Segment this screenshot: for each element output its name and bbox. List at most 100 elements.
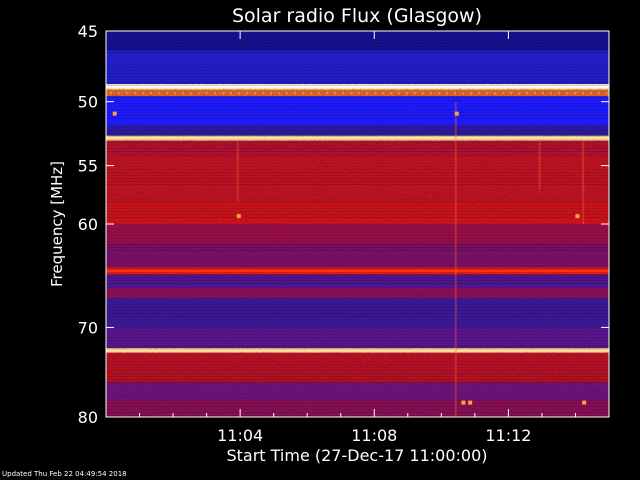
emission-line <box>106 269 609 272</box>
x-axis: 11:04 11:08 11:12 <box>139 31 576 445</box>
interference-dot <box>222 92 224 95</box>
striation <box>106 139 609 140</box>
y-tick-label: 50 <box>78 93 98 112</box>
interference-dot <box>262 92 264 95</box>
striation <box>106 103 609 104</box>
interference-dot <box>478 92 480 95</box>
y-tick-label: 55 <box>78 157 98 176</box>
interference-dot <box>254 92 256 95</box>
bright-spot <box>575 214 580 219</box>
bright-spot <box>468 400 473 405</box>
interference-dot <box>510 92 512 95</box>
interference-dot <box>206 92 208 95</box>
interference-dot <box>550 92 552 95</box>
striation <box>106 178 609 179</box>
striation <box>106 115 609 116</box>
striation <box>106 310 609 311</box>
emission-line <box>106 137 609 140</box>
striation <box>106 382 609 383</box>
striation <box>106 109 609 110</box>
striation <box>106 355 609 356</box>
striation <box>106 67 609 68</box>
x-tick-label: 11:08 <box>351 426 397 445</box>
striation <box>106 394 609 395</box>
emission-line <box>106 349 609 352</box>
striation <box>106 94 609 95</box>
interference-dot <box>270 92 272 95</box>
striation <box>106 295 609 296</box>
striation <box>106 301 609 302</box>
striation <box>106 193 609 194</box>
striation <box>106 169 609 170</box>
striation <box>106 166 609 167</box>
interference-dot <box>590 92 592 95</box>
striation <box>106 235 609 236</box>
interference-dot <box>582 92 584 95</box>
bright-spot <box>582 400 587 405</box>
interference-dot <box>542 92 544 95</box>
interference-dot <box>446 92 448 95</box>
interference-dot <box>342 92 344 95</box>
striation <box>106 256 609 257</box>
striation <box>106 274 609 275</box>
striation <box>106 106 609 107</box>
interference-dot <box>366 92 368 95</box>
striation <box>106 298 609 299</box>
striation <box>106 376 609 377</box>
striation <box>106 391 609 392</box>
striation <box>106 283 609 284</box>
striation <box>106 238 609 239</box>
striation <box>106 70 609 71</box>
striation <box>106 322 609 323</box>
interference-dot <box>230 92 232 95</box>
striation <box>106 43 609 44</box>
striation <box>106 289 609 290</box>
striation <box>106 277 609 278</box>
striation <box>106 76 609 77</box>
bright-spot <box>454 111 459 116</box>
interference-dot <box>494 92 496 95</box>
striation <box>106 73 609 74</box>
interference-dot <box>358 92 360 95</box>
striation <box>106 325 609 326</box>
striation <box>106 127 609 128</box>
interference-dot <box>430 92 432 95</box>
interference-dot <box>598 92 600 95</box>
interference-dot <box>198 92 200 95</box>
striation <box>106 34 609 35</box>
striation <box>106 46 609 47</box>
burst-streak <box>454 101 457 417</box>
y-axis: 45 50 55 60 70 80 <box>78 22 609 427</box>
bright-spot <box>236 214 241 219</box>
interference-dot <box>406 92 408 95</box>
interference-dot <box>526 92 528 95</box>
striation <box>106 133 609 134</box>
striation <box>106 145 609 146</box>
striation <box>106 337 609 338</box>
striation <box>106 163 609 164</box>
y-axis-label: Frequency [MHz] <box>48 161 66 287</box>
striation <box>106 160 609 161</box>
striation <box>106 208 609 209</box>
striation <box>106 184 609 185</box>
bright-spot <box>112 111 117 116</box>
striation <box>106 157 609 158</box>
striation <box>106 313 609 314</box>
striation <box>106 91 609 92</box>
striation <box>106 214 609 215</box>
interference-dot <box>574 92 576 95</box>
striation <box>106 151 609 152</box>
striation <box>106 205 609 206</box>
interference-dot <box>326 92 328 95</box>
interference-dot <box>190 92 192 95</box>
interference-dot <box>382 92 384 95</box>
interference-dot <box>174 92 176 95</box>
striation <box>106 304 609 305</box>
interference-dot <box>110 92 112 95</box>
striation <box>106 226 609 227</box>
striation <box>106 406 609 407</box>
interference-dot <box>246 92 248 95</box>
interference-dot <box>182 92 184 95</box>
burst-streak <box>538 140 541 190</box>
striation <box>106 247 609 248</box>
